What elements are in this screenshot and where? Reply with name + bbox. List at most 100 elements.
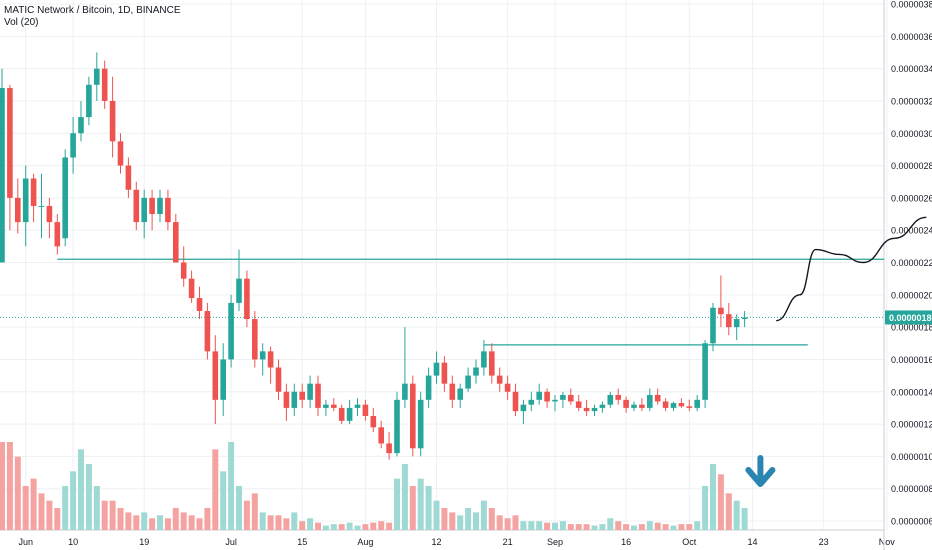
candle-body[interactable] — [259, 351, 266, 360]
candle-body[interactable] — [220, 359, 226, 400]
candle-body[interactable] — [149, 197, 155, 215]
candle-body[interactable] — [631, 404, 637, 408]
candle-body[interactable] — [370, 415, 377, 428]
candle-body[interactable] — [552, 399, 558, 402]
candle-body[interactable] — [575, 401, 582, 408]
volume-indicator-label[interactable]: Vol (20) — [4, 17, 39, 28]
candle-body[interactable] — [30, 178, 37, 206]
candle-body[interactable] — [686, 406, 693, 408]
candle-body[interactable] — [15, 197, 21, 223]
candle-body[interactable] — [125, 165, 132, 190]
candle-body[interactable] — [457, 388, 463, 400]
candle-body[interactable] — [307, 383, 313, 400]
candle-body[interactable] — [599, 404, 606, 408]
candle-body[interactable] — [670, 403, 677, 408]
candle-body[interactable] — [315, 383, 321, 408]
candle-body[interactable] — [165, 197, 171, 223]
candle-body[interactable] — [489, 351, 495, 376]
candle-body[interactable] — [212, 351, 219, 400]
candle-body[interactable] — [607, 394, 614, 405]
volume-bar — [623, 524, 630, 530]
candle-body[interactable] — [267, 351, 274, 368]
candle-body[interactable] — [157, 197, 163, 215]
candle-body[interactable] — [623, 399, 629, 408]
candle-body[interactable] — [639, 404, 645, 408]
candle-body[interactable] — [236, 278, 242, 303]
candle-body[interactable] — [109, 100, 116, 142]
candle-body[interactable] — [512, 391, 519, 412]
candle-body[interactable] — [38, 205, 45, 207]
candle-body[interactable] — [473, 367, 479, 376]
candle-body[interactable] — [291, 391, 298, 408]
candle-body[interactable] — [647, 394, 653, 408]
candle-body[interactable] — [22, 178, 29, 223]
candle-body[interactable] — [117, 141, 124, 166]
candle-body[interactable] — [188, 278, 195, 299]
candle-body[interactable] — [694, 399, 700, 408]
candle-body[interactable] — [568, 394, 574, 402]
candle-body[interactable] — [465, 375, 471, 389]
candle-body[interactable] — [0, 88, 5, 263]
candle-body[interactable] — [386, 443, 392, 454]
candle-body[interactable] — [544, 391, 550, 402]
candle-body[interactable] — [7, 88, 13, 198]
candle-body[interactable] — [141, 197, 147, 223]
candle-body[interactable] — [78, 117, 84, 134]
candle-body[interactable] — [433, 362, 440, 376]
candle-body[interactable] — [173, 222, 179, 263]
candle-body[interactable] — [362, 404, 369, 416]
candle-body[interactable] — [94, 68, 100, 85]
candle-body[interactable] — [101, 68, 108, 101]
candle-body[interactable] — [54, 222, 61, 247]
candle-body[interactable] — [583, 407, 590, 412]
candle-body[interactable] — [496, 375, 503, 384]
candle-body[interactable] — [86, 84, 92, 118]
candle-body[interactable] — [323, 404, 329, 408]
candle-body[interactable] — [425, 375, 432, 400]
candle-body[interactable] — [560, 394, 566, 400]
candle-body[interactable] — [338, 407, 345, 421]
candle-body[interactable] — [710, 307, 716, 344]
candle-body[interactable] — [204, 310, 211, 352]
candle-body[interactable] — [441, 362, 448, 384]
candle-body[interactable] — [733, 319, 740, 328]
candle-body[interactable] — [528, 399, 535, 405]
candle-body[interactable] — [678, 403, 685, 407]
candle-body[interactable] — [346, 407, 353, 421]
candle-body[interactable] — [196, 298, 203, 311]
candle-body[interactable] — [654, 394, 661, 402]
candle-body[interactable] — [299, 391, 305, 400]
candle-body[interactable] — [417, 399, 424, 449]
candle-body[interactable] — [662, 401, 669, 408]
symbol-title[interactable]: MATIC Network / Bitcoin, 1D, BINANCE — [4, 5, 181, 16]
candle-body[interactable] — [244, 278, 250, 320]
candle-body[interactable] — [591, 407, 598, 412]
candle-body[interactable] — [46, 205, 53, 223]
candle-body[interactable] — [283, 391, 290, 408]
candle-body[interactable] — [449, 383, 456, 400]
candle-body[interactable] — [741, 317, 748, 320]
candle-body[interactable] — [252, 319, 258, 360]
candle-body[interactable] — [394, 399, 400, 454]
candle-body[interactable] — [726, 314, 732, 328]
candle-body[interactable] — [702, 343, 708, 400]
projection-drawing[interactable] — [776, 216, 927, 322]
candle-body[interactable] — [180, 262, 187, 279]
candle-body[interactable] — [354, 404, 361, 408]
candle-body[interactable] — [410, 383, 416, 449]
candle-body[interactable] — [615, 394, 621, 400]
candle-body[interactable] — [718, 307, 724, 315]
candle-body[interactable] — [536, 391, 542, 400]
candle-body[interactable] — [504, 383, 511, 392]
candle-body[interactable] — [275, 367, 282, 392]
candle-body[interactable] — [62, 157, 68, 239]
candle-body[interactable] — [481, 351, 487, 368]
candle-body[interactable] — [520, 404, 527, 412]
candle-body[interactable] — [70, 133, 76, 158]
candle-body[interactable] — [133, 189, 140, 223]
candle-body[interactable] — [378, 427, 384, 444]
candle-body[interactable] — [228, 302, 234, 360]
candle-body[interactable] — [402, 383, 408, 400]
candle-body[interactable] — [331, 404, 337, 408]
